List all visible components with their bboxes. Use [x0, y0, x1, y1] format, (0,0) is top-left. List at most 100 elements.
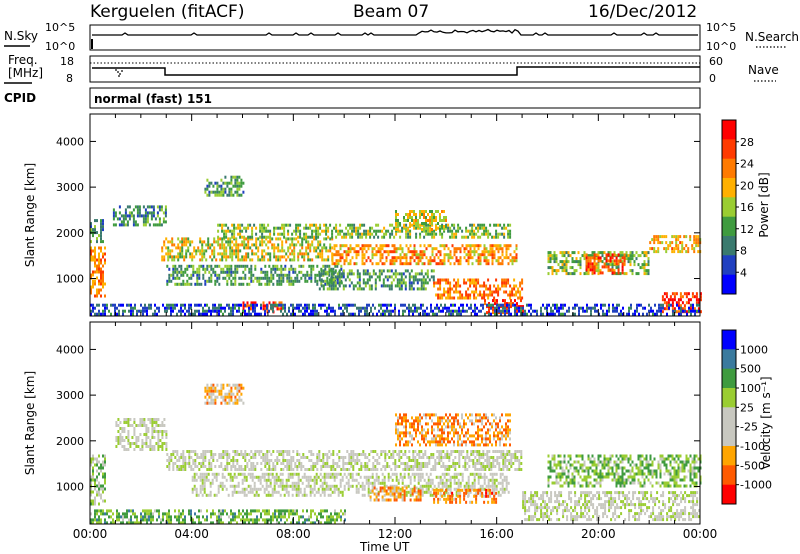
scatter-cell: [467, 256, 470, 260]
scatter-cell: [134, 220, 137, 224]
scatter-cell: [418, 465, 421, 468]
scatter-cell: [201, 249, 204, 253]
scatter-cell: [655, 250, 658, 254]
scatter-cell: [417, 262, 420, 266]
scatter-cell: [380, 269, 383, 273]
scatter-cell: [513, 284, 516, 288]
scatter-cell: [145, 442, 148, 445]
scatter-cell: [445, 290, 448, 294]
scatter-cell: [609, 256, 612, 260]
scatter-cell: [274, 270, 277, 274]
scatter-cell: [164, 309, 166, 313]
scatter-cell: [575, 269, 578, 273]
scatter-cell: [92, 309, 94, 313]
scatter-cell: [501, 226, 504, 230]
scatter-cell: [177, 252, 180, 256]
scatter-cell: [333, 475, 336, 479]
scatter-cell: [100, 484, 102, 488]
scatter-cell: [159, 445, 162, 448]
scatter-cell: [266, 273, 269, 277]
scatter-cell: [588, 306, 590, 310]
scatter-cell: [299, 487, 302, 491]
scatter-cell: [287, 229, 290, 233]
scatter-cell: [496, 456, 499, 459]
scatter-cell: [422, 284, 425, 288]
scatter-cell: [326, 456, 329, 459]
scatter-cell: [477, 223, 480, 227]
scatter-cell: [222, 450, 225, 453]
scatter-cell: [379, 244, 382, 248]
scatter-cell: [321, 481, 324, 485]
scatter-cell: [561, 269, 564, 273]
scatter-cell: [478, 456, 481, 459]
scatter-cell: [333, 472, 336, 476]
scatter-cell: [508, 302, 510, 306]
scatter-cell: [319, 240, 322, 244]
scatter-cell: [239, 223, 242, 227]
scatter-cell: [485, 250, 488, 254]
scatter-cell: [241, 243, 244, 247]
scatter-cell: [112, 303, 114, 307]
scatter-cell: [513, 293, 516, 297]
scatter-cell: [280, 276, 283, 280]
scatter-cell: [487, 232, 490, 236]
scatter-cell: [628, 306, 630, 310]
scatter-cell: [287, 223, 290, 227]
scatter-cell: [201, 472, 204, 476]
scatter-cell: [453, 253, 456, 257]
scatter-cell: [377, 250, 380, 254]
scatter-cell: [165, 448, 168, 451]
scatter-cell: [496, 299, 498, 303]
scatter-cell: [321, 229, 324, 233]
scatter-cell: [347, 250, 350, 254]
scatter-cell: [236, 309, 238, 313]
scatter-cell: [658, 303, 660, 307]
scatter-cell: [265, 226, 268, 230]
scatter-cell: [299, 235, 302, 239]
scatter-cell: [194, 270, 197, 274]
scatter-cell: [457, 281, 460, 285]
scatter-cell: [457, 290, 460, 294]
scatter-cell: [293, 484, 296, 488]
scatter-cell: [224, 468, 227, 471]
scatter-cell: [397, 256, 400, 260]
scatter-cell: [482, 450, 485, 453]
scatter-cell: [424, 465, 427, 468]
scatter-cell: [254, 276, 257, 280]
scatter-cell: [457, 296, 460, 300]
scatter-cell: [495, 223, 498, 227]
scatter-cell: [248, 459, 251, 462]
scatter-cell: [281, 249, 284, 253]
scatter-cell: [363, 247, 366, 251]
scatter-cell: [259, 223, 262, 227]
scatter-cell: [443, 219, 445, 222]
scatter-cell: [476, 306, 478, 310]
scatter-cell: [464, 462, 467, 465]
scatter-cell: [290, 282, 293, 286]
scatter-cell: [436, 456, 439, 459]
scatter-cell: [120, 220, 123, 224]
scatter-cell: [261, 235, 264, 239]
scatter-cell: [663, 298, 666, 302]
freq-panel: Freq. [MHz] 18 8 60 0 Nave: [4, 53, 779, 85]
scatter-cell: [92, 306, 94, 310]
scatter-cell: [272, 282, 275, 286]
scatter-cell: [410, 275, 413, 279]
scatter-cell: [554, 306, 556, 310]
scatter-cell: [208, 264, 211, 268]
scatter-cell: [390, 453, 393, 456]
scatter-cell: [465, 293, 468, 297]
scatter-cell: [536, 312, 538, 316]
scatter-cell: [455, 281, 458, 285]
scatter-cell: [372, 303, 374, 307]
scatter-cell: [260, 462, 263, 465]
scatter-cell: [90, 499, 92, 503]
scatter-cell: [295, 472, 298, 476]
scatter-cell: [413, 247, 416, 251]
scatter-cell: [368, 303, 370, 307]
scatter-cell: [474, 468, 477, 471]
scatter-cell: [635, 272, 638, 276]
scatter-cell: [310, 309, 312, 313]
scatter-cell: [421, 229, 424, 233]
